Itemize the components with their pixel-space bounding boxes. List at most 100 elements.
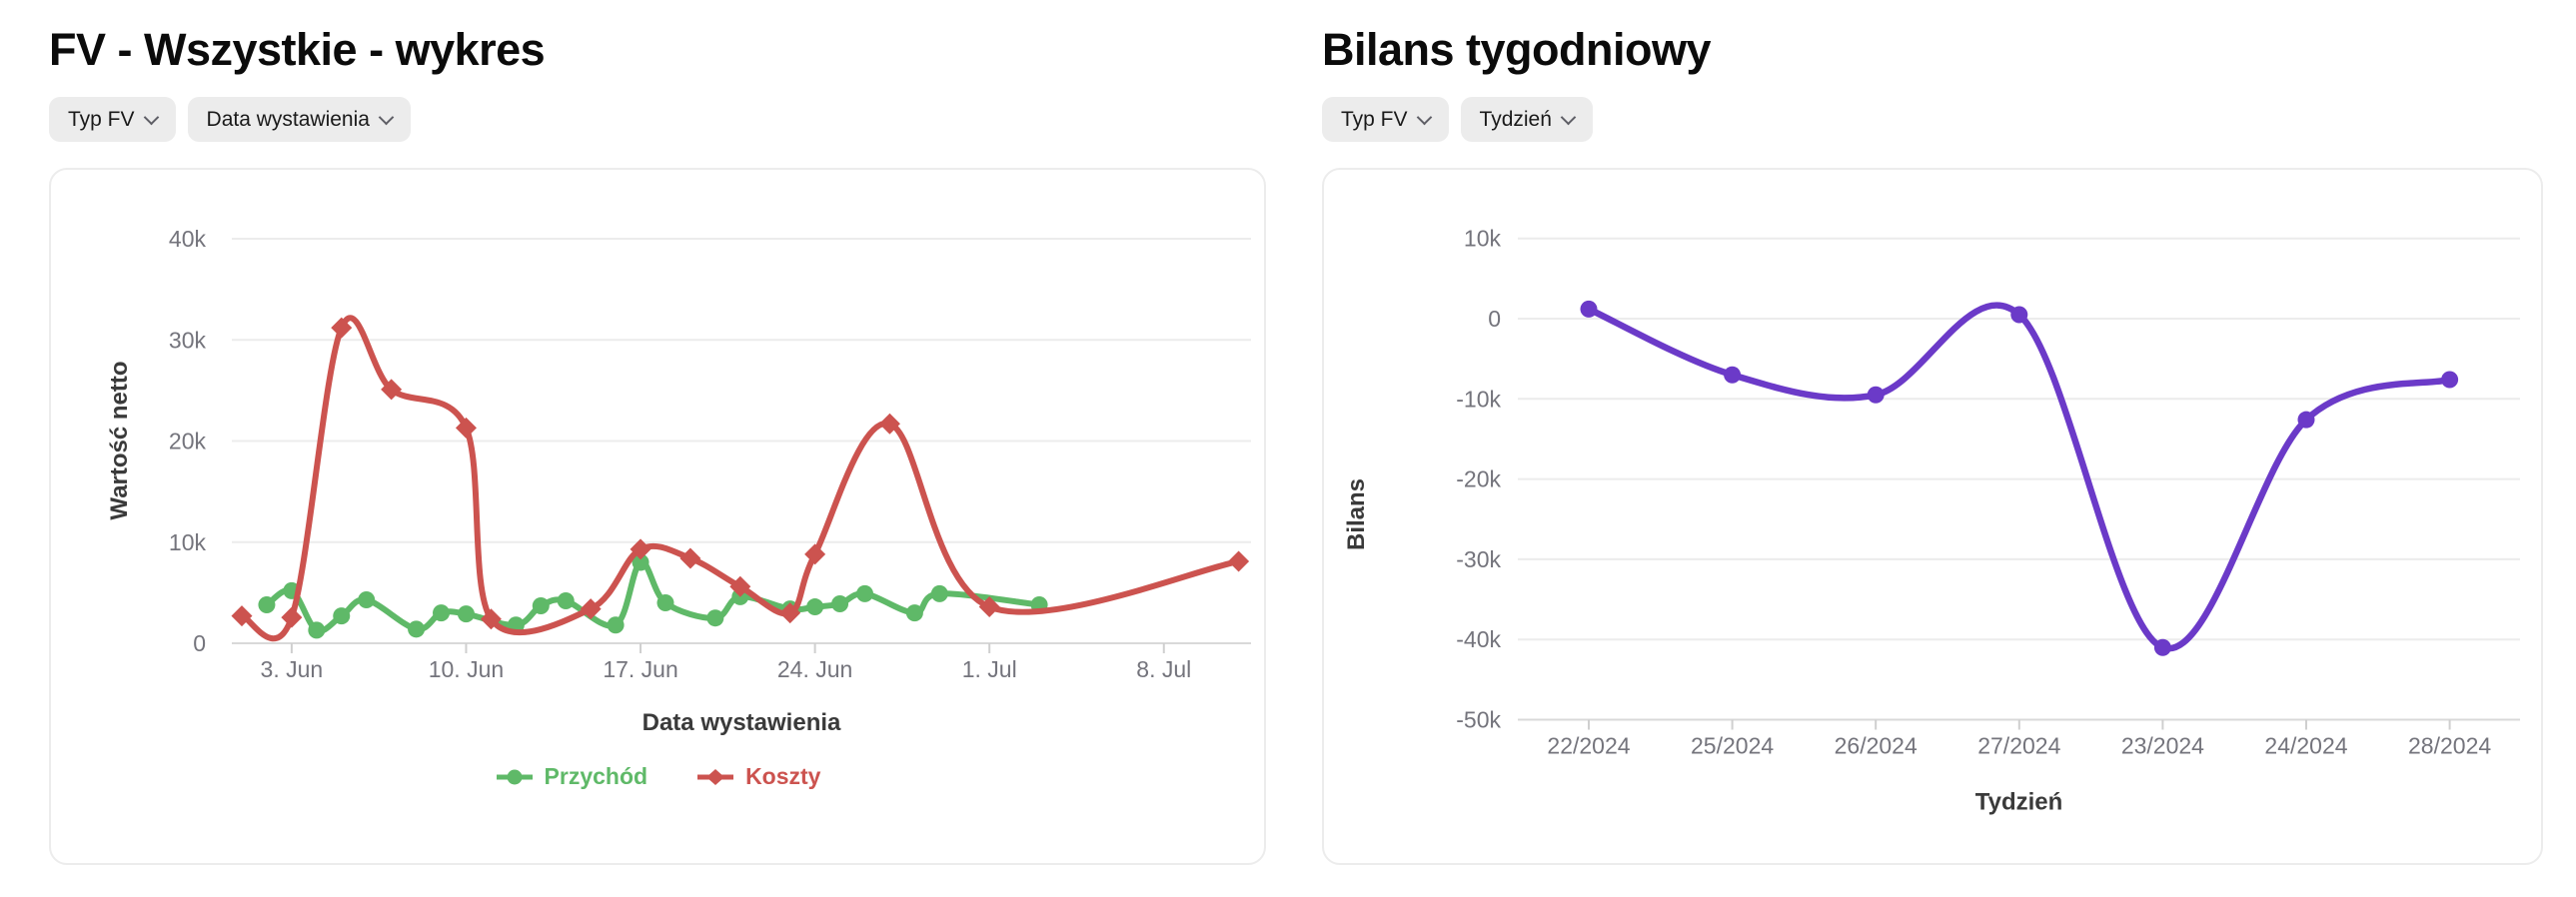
series-line (263, 559, 1043, 634)
legend-item-koszty[interactable]: Koszty (695, 763, 820, 790)
y-tick-label: 30k (169, 327, 207, 353)
data-point (455, 417, 477, 439)
y-tick-label: 20k (169, 429, 207, 454)
data-point (930, 584, 948, 602)
data-point (831, 595, 849, 613)
data-point (557, 591, 575, 609)
data-point (630, 538, 651, 560)
chevron-down-icon (1560, 109, 1577, 125)
data-point (804, 543, 826, 565)
filter-label: Typ FV (68, 107, 135, 131)
filter-label: Data wystawienia (206, 107, 370, 131)
y-tick-label: -20k (1456, 466, 1501, 492)
x-tick-label: 3. Jun (261, 656, 324, 682)
legend-label: Przychód (544, 763, 648, 789)
page-title-right: Bilans tygodniowy (1322, 24, 1712, 75)
data-point (258, 596, 276, 614)
data-point (281, 606, 303, 628)
filter-bar-right: Typ FV Tydzień (1322, 97, 2543, 142)
y-tick-label: 0 (1488, 306, 1501, 332)
dashboard: FV - Wszystkie - wykres Typ FV Data wyst… (49, 27, 2543, 865)
data-point (308, 621, 326, 639)
x-axis-title: Data wystawienia (643, 709, 841, 736)
data-point (878, 413, 900, 435)
y-tick-label: 40k (169, 226, 207, 252)
data-point (333, 607, 351, 625)
filter-typ-fv-right[interactable]: Typ FV (1322, 97, 1449, 142)
y-tick-label: -30k (1456, 546, 1501, 572)
fv-line-chart: 0 10k 20k 30k 40k 3. Jun 10. Jun 17. Jun 24. Jun… (106, 226, 1251, 736)
data-point (580, 598, 602, 620)
data-point (231, 605, 253, 627)
chevron-down-icon (1416, 109, 1432, 125)
y-tick-label: 10k (1464, 226, 1502, 252)
filter-label: Tydzień (1479, 107, 1552, 131)
x-tick-label: 10. Jun (429, 656, 504, 682)
x-tick-label: 26/2024 (1835, 733, 1918, 759)
legend-line-diamond-icon (697, 768, 734, 785)
y-tick-label: 10k (169, 529, 207, 555)
data-point (656, 594, 674, 611)
bilans-line-chart: 10k 0 -10k -20k -30k -40k -50k 22/2024 25/2024 26… (1343, 226, 2520, 816)
x-tick-label: 24. Jun (777, 656, 852, 682)
chevron-down-icon (143, 109, 159, 125)
chart-card-fv: 0 10k 20k 30k 40k 3. Jun 10. Jun 17. Jun 24. Jun… (49, 168, 1266, 865)
data-point (433, 604, 451, 622)
x-tick-label: 28/2024 (2408, 733, 2491, 759)
chevron-down-icon (378, 109, 395, 125)
data-point (706, 609, 724, 627)
data-point (978, 596, 1000, 618)
x-tick-label: 1. Jul (962, 656, 1017, 682)
y-tick-label: -40k (1456, 626, 1501, 652)
data-point (532, 597, 550, 615)
data-point (358, 590, 376, 608)
filter-typ-fv[interactable]: Typ FV (49, 97, 176, 142)
y-tick-label: -50k (1456, 707, 1501, 733)
legend-item-przychod[interactable]: Przychód (495, 763, 648, 790)
data-point (679, 547, 701, 569)
data-point (331, 317, 353, 339)
data-point (632, 553, 649, 571)
data-point (1580, 300, 1598, 318)
data-point (2441, 371, 2459, 389)
x-tick-label: 24/2024 (2264, 733, 2347, 759)
data-point (1724, 366, 1742, 384)
chart-legend: Przychód Koszty (51, 763, 1264, 790)
x-tick-label: 17. Jun (603, 656, 677, 682)
series-line (1585, 302, 2453, 652)
y-tick-label: -10k (1456, 386, 1501, 412)
data-point (1867, 386, 1885, 404)
data-point (1228, 550, 1250, 572)
y-axis-title: Wartość netto (106, 361, 133, 519)
data-point (381, 379, 403, 401)
data-point (2297, 411, 2315, 429)
legend-label: Koszty (745, 763, 821, 789)
data-point (408, 620, 426, 638)
y-axis-title: Bilans (1343, 478, 1370, 550)
data-point (457, 605, 475, 623)
data-point (806, 598, 824, 616)
data-point (480, 608, 502, 630)
data-point (2010, 306, 2028, 324)
page-title-left: FV - Wszystkie - wykres (49, 24, 546, 75)
panel-bilans-tygodniowy: Bilans tygodniowy Typ FV Tydzień 10k 0 -10… (1322, 27, 2543, 865)
x-tick-label: 23/2024 (2121, 733, 2204, 759)
legend-line-circle-icon (496, 769, 533, 784)
data-point (905, 604, 923, 622)
data-point (779, 602, 801, 624)
x-tick-label: 8. Jul (1136, 656, 1191, 682)
x-tick-label: 25/2024 (1691, 733, 1774, 759)
panel-fv-wykres: FV - Wszystkie - wykres Typ FV Data wyst… (49, 27, 1266, 865)
x-tick-label: 22/2024 (1547, 733, 1630, 759)
filter-label: Typ FV (1341, 107, 1408, 131)
filter-tydzien[interactable]: Tydzień (1460, 97, 1593, 142)
chart-card-bilans: 10k 0 -10k -20k -30k -40k -50k 22/2024 25/2024 26… (1322, 168, 2543, 865)
data-point (729, 575, 751, 597)
filter-bar-left: Typ FV Data wystawienia (49, 97, 1266, 142)
data-point (607, 616, 625, 634)
data-point (2153, 638, 2171, 656)
x-axis-title: Tydzień (1975, 789, 2063, 816)
filter-data-wystawienia[interactable]: Data wystawienia (187, 97, 411, 142)
y-tick-label: 0 (193, 630, 206, 656)
